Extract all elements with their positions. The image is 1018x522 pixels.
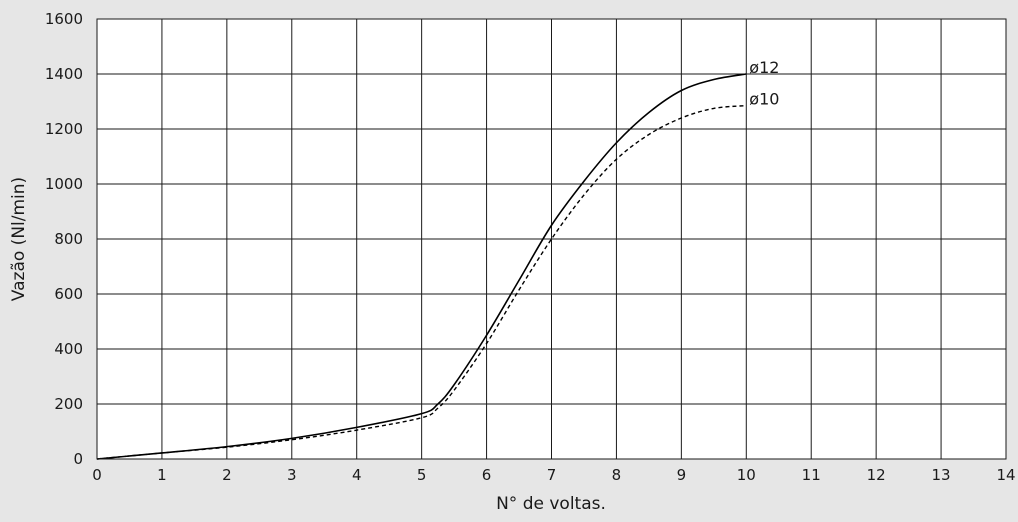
x-axis-title: N° de voltas. bbox=[496, 494, 606, 514]
y-tick-label: 1200 bbox=[45, 120, 83, 138]
y-tick-label: 200 bbox=[54, 395, 83, 413]
x-tick-label: 13 bbox=[932, 466, 951, 484]
tick-labels: 0 1 2 3 4 5 6 7 8 9 10 11 12 13 1402004006008001000120… bbox=[45, 10, 1016, 484]
x-tick-label: 8 bbox=[612, 466, 622, 484]
y-tick-label: 1000 bbox=[45, 175, 83, 193]
y-tick-label: 800 bbox=[54, 230, 83, 248]
series-lines bbox=[96, 73, 747, 460]
series-line-o12 bbox=[96, 73, 747, 460]
series-line-o10 bbox=[96, 104, 747, 460]
x-tick-label: 6 bbox=[482, 466, 492, 484]
y-tick-label: 0 bbox=[73, 450, 83, 468]
x-tick-label: 10 bbox=[737, 466, 756, 484]
x-tick-label: 7 bbox=[547, 466, 557, 484]
y-tick-label: 1600 bbox=[45, 10, 83, 28]
y-tick-label: 1400 bbox=[45, 65, 83, 83]
y-tick-label: 600 bbox=[54, 285, 83, 303]
series-label: ø10 bbox=[749, 90, 779, 109]
plot-frame bbox=[96, 18, 1007, 460]
x-tick-label: 14 bbox=[996, 466, 1015, 484]
series-labels: ø12 ø10 bbox=[749, 58, 779, 109]
x-tick-label: 0 bbox=[92, 466, 102, 484]
x-tick-label: 9 bbox=[677, 466, 687, 484]
x-tick-label: 12 bbox=[867, 466, 886, 484]
y-axis-title: Vazão (Nl/min) bbox=[9, 177, 29, 301]
x-tick-label: 1 bbox=[157, 466, 167, 484]
x-tick-label: 2 bbox=[222, 466, 232, 484]
y-tick-label: 400 bbox=[54, 340, 83, 358]
x-tick-label: 4 bbox=[352, 466, 362, 484]
series-label: ø12 bbox=[749, 58, 779, 77]
x-tick-label: 11 bbox=[802, 466, 821, 484]
x-tick-label: 3 bbox=[287, 466, 297, 484]
x-tick-label: 5 bbox=[417, 466, 427, 484]
